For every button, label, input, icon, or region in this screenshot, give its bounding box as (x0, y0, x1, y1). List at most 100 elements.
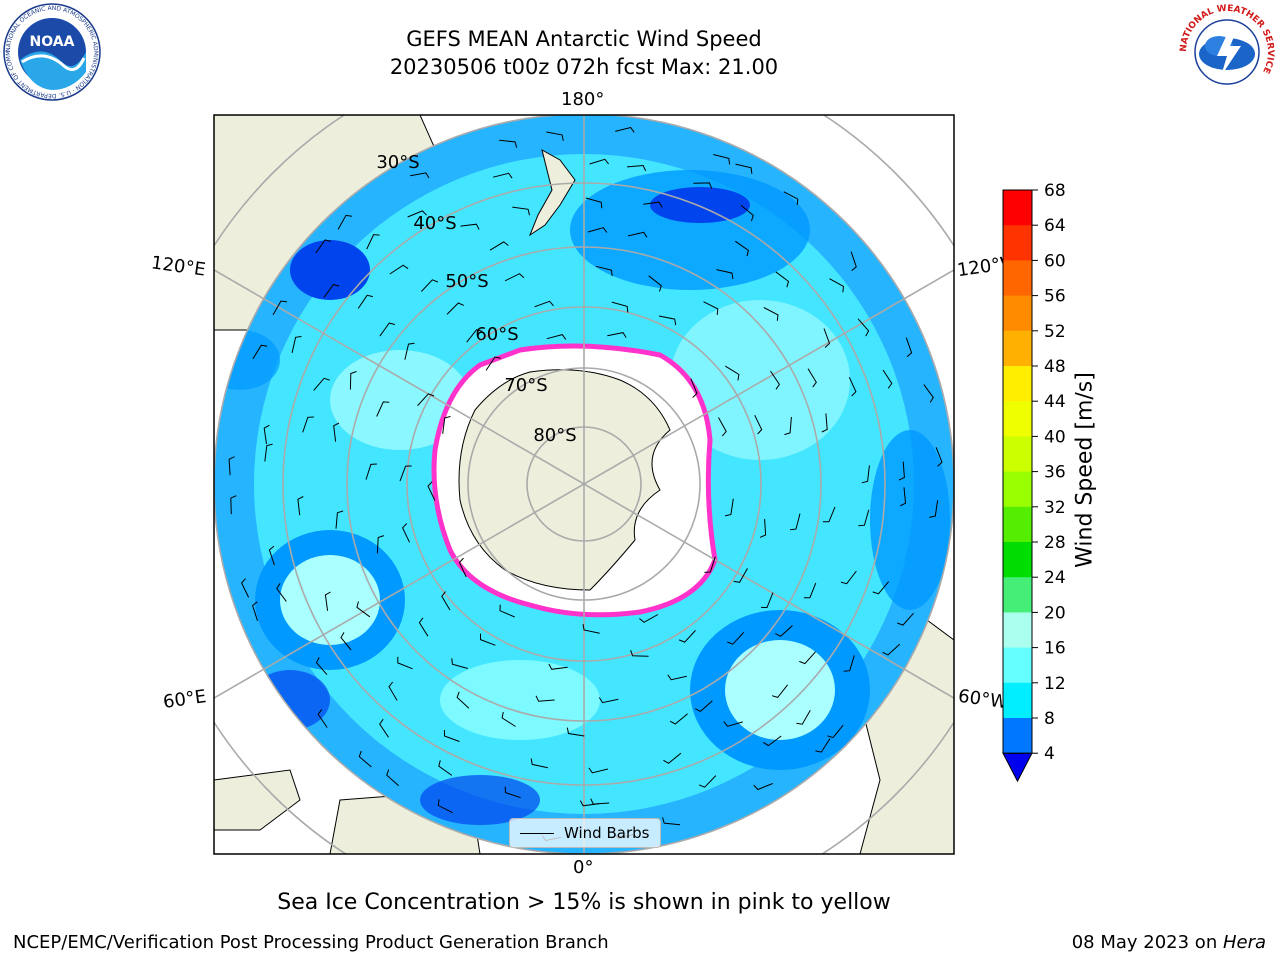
wind-barb (667, 674, 687, 681)
legend-line-swatch (520, 832, 554, 834)
wind-barb (669, 713, 688, 725)
colorbar: 68 64 60 56 52 48 44 40 36 32 28 24 20 16 12 8 4 (1002, 181, 1066, 783)
wind-barb (466, 329, 483, 343)
wind-barb (548, 663, 568, 670)
wind-barb (379, 322, 396, 337)
wind-barb (690, 378, 698, 398)
wind-barb (358, 750, 372, 768)
wind-barb (272, 300, 287, 316)
wind-barb (716, 269, 734, 280)
colorbar-tick-label: 8 (1044, 709, 1055, 729)
wind-barb (485, 356, 501, 371)
wind-barb (356, 601, 371, 618)
wind-barb (566, 727, 585, 737)
wind-barb (630, 650, 649, 657)
wind-barb (727, 632, 745, 645)
wind-barb (589, 158, 609, 165)
wind-barb (821, 413, 828, 433)
colorbar-label: Wind Speed [m/s] (1072, 372, 1098, 568)
colorbar-tick-label: 12 (1044, 674, 1066, 694)
wind-barb (882, 369, 893, 389)
legend-label: Wind Barbs (564, 824, 650, 842)
wind-barb (699, 775, 717, 788)
wind-barb (386, 769, 400, 787)
wind-barb (317, 709, 328, 728)
wind-barb (718, 417, 727, 437)
wind-barb (264, 443, 273, 462)
wind-barb (663, 752, 682, 764)
wind-barb (443, 729, 460, 742)
wind-barb (754, 414, 763, 435)
map-frame (213, 114, 955, 855)
wind-barb (693, 182, 713, 189)
wind-barb (588, 767, 609, 774)
wind-barb (441, 591, 451, 611)
lat-label-80s: 80°S (533, 425, 576, 446)
chart-subtitle: 20230506 t00z 072h fcst Max: 21.00 (389, 55, 779, 79)
wind-barb (315, 657, 328, 676)
wind-barb (230, 495, 237, 515)
wind-barb (724, 498, 734, 517)
colorbar-tick-label: 68 (1044, 181, 1066, 201)
wind-barb (840, 570, 857, 585)
wind-barb (460, 223, 480, 230)
colorbar-swatch (1003, 506, 1032, 543)
colorbar-swatch (1003, 366, 1032, 402)
wind-barb (678, 630, 696, 643)
madagascar-land (214, 769, 301, 831)
wind-barb (446, 302, 464, 315)
colorbar-swatch (1003, 612, 1032, 649)
colorbar-tick-label: 56 (1044, 287, 1066, 307)
antarctica-land (458, 369, 671, 591)
colorbar-tick-label: 28 (1044, 533, 1066, 553)
colorbar-tick-label: 40 (1044, 427, 1066, 447)
wind-barb (546, 334, 567, 340)
colorbar-tick-label: 64 (1044, 216, 1066, 236)
wind-barb (397, 656, 413, 670)
wind-barb (639, 614, 659, 623)
wind-barb (827, 724, 844, 739)
colorbar-tick-label: 60 (1044, 251, 1066, 271)
colorbar-tick-label: 32 (1044, 498, 1066, 518)
wind-barb (753, 783, 773, 791)
footer-date: 08 May 2023 on Hera (1072, 932, 1266, 953)
colorbar-tick-label: 36 (1044, 463, 1066, 483)
colorbar-swatch (1003, 295, 1032, 332)
wind-barb (789, 513, 801, 531)
wind-barb (349, 371, 357, 390)
wind-barb (335, 510, 344, 529)
wind-barb (857, 318, 870, 337)
colorbar-swatch (1003, 682, 1032, 719)
wind-barb (291, 336, 302, 354)
wind-barb (740, 204, 754, 222)
wind-barb (438, 760, 453, 776)
wind-barb (458, 557, 467, 578)
noaa-logo: NATIONAL OCEANIC AND ATMOSPHERIC ADMINIS… (2, 2, 101, 101)
wind-barb (512, 206, 530, 216)
map-legend: Wind Barbs (509, 818, 661, 848)
wind-barb (627, 231, 648, 238)
wind-barb (775, 271, 790, 288)
wind-barb (898, 461, 905, 481)
nws-logo: NATIONAL WEATHER SERVICE (1179, 4, 1275, 100)
wind-barb (775, 625, 793, 637)
wind-barb (241, 578, 250, 598)
new-zealand-land (528, 149, 576, 237)
wind-barb (783, 191, 799, 206)
wind-barb (899, 487, 907, 507)
wind-barb (376, 401, 390, 417)
wind-barb (872, 581, 890, 595)
wind-barb (848, 376, 857, 397)
wind-barb (297, 496, 304, 516)
wind-barb (268, 545, 275, 566)
wind-barb (763, 735, 782, 747)
wind-barb (399, 465, 412, 482)
wind-barb (276, 583, 287, 602)
wind-barb (643, 201, 663, 208)
wind-barb (442, 416, 451, 434)
wind-barb (535, 695, 555, 702)
colorbar-swatch (1003, 542, 1032, 578)
wind-barb (843, 655, 855, 672)
wind-barb (627, 164, 647, 172)
